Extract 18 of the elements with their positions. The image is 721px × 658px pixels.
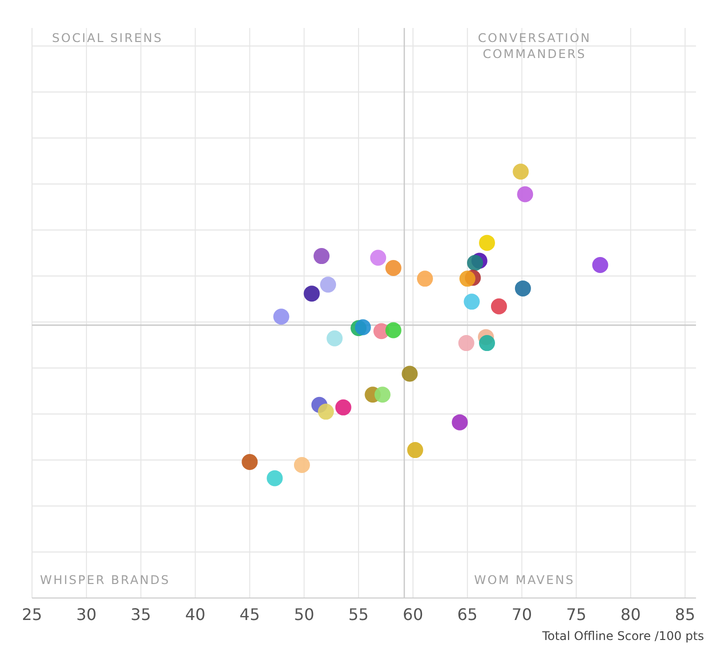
x-tick-label: 30 <box>76 605 97 624</box>
x-tick-label: 75 <box>566 605 586 624</box>
x-tick-label: 55 <box>348 605 369 624</box>
annotation: WHISPER BRANDS <box>40 573 170 587</box>
x-tick-label: 50 <box>294 605 314 624</box>
x-tick-label: 40 <box>185 605 206 624</box>
x-tick-label: 60 <box>402 605 424 624</box>
annotation: WOM MAVENS <box>474 573 575 587</box>
x-tick-label: 35 <box>130 605 152 624</box>
text: CONVERSATION COMMANDERS <box>478 31 592 61</box>
x-tick-label: 25 <box>22 605 42 624</box>
x-axis-title: Total Offline Score /100 pts <box>541 629 704 643</box>
x-tick-label: 85 <box>674 605 696 624</box>
x-tick-label: 45 <box>240 605 260 624</box>
text: SOCIAL SIRENS <box>52 31 163 45</box>
x-tick-label: 70 <box>512 605 532 624</box>
x-tick-label: 65 <box>457 605 478 624</box>
x-tick-label: 80 <box>620 605 641 624</box>
